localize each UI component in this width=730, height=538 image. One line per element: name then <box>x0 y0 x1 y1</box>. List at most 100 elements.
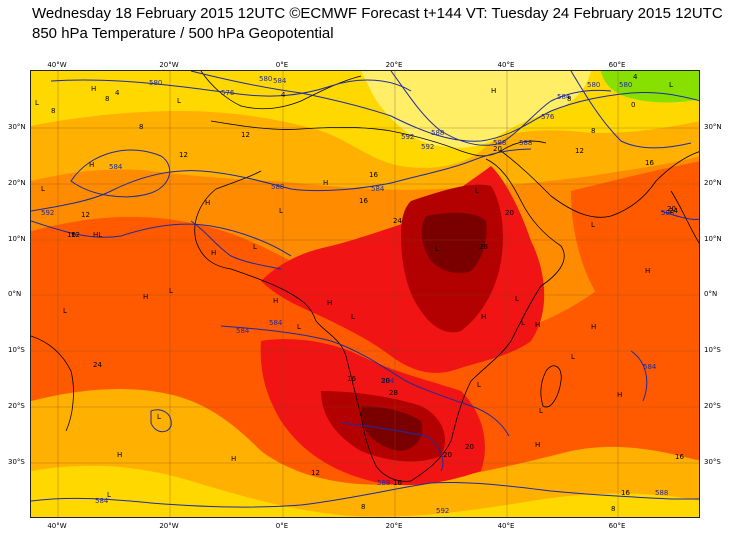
pressure-low-mark: L <box>169 287 173 295</box>
temperature-label: 4 <box>633 73 638 81</box>
geopotential-label: 580 <box>149 79 163 87</box>
map-subtitle: 850 hPa Temperature / 500 hPa Geopotenti… <box>32 25 334 42</box>
geopotential-label: 576 <box>221 89 235 97</box>
geopotential-label: 584 <box>269 319 283 327</box>
pressure-low-mark: L <box>351 313 355 321</box>
pressure-high-mark: H <box>91 85 97 93</box>
lat-label-right: 20°S <box>704 402 721 410</box>
pressure-low-mark: L <box>253 243 257 251</box>
lat-label-left: 20°S <box>8 402 25 410</box>
pressure-low-mark: L <box>35 99 39 107</box>
temperature-label: 16 <box>347 375 356 383</box>
pressure-high-mark: H <box>327 299 333 307</box>
temperature-label: 16 <box>67 231 76 239</box>
temp-field-orange-red-east <box>571 161 699 331</box>
temperature-label: 24 <box>93 361 102 369</box>
pressure-high-mark: H <box>323 179 329 187</box>
coastline-south-america <box>31 335 74 432</box>
temperature-label: 8 <box>105 95 110 103</box>
temperature-label: 28 <box>479 243 488 251</box>
lat-label-left: 10°S <box>8 346 25 354</box>
lat-label-right: 0°N <box>704 290 718 298</box>
temperature-label: 16 <box>369 171 378 179</box>
pressure-high-mark: H <box>205 199 211 207</box>
temperature-label: 24 <box>669 207 678 215</box>
temp-field-green <box>601 71 699 103</box>
temperature-label: 16 <box>393 479 402 487</box>
temperature-label: 28 <box>389 389 398 397</box>
geopotential-label: 592 <box>401 133 415 141</box>
temperature-label: 8 <box>567 95 572 103</box>
geopotential-label: 588 <box>431 129 445 137</box>
pressure-low-mark: L <box>41 185 45 193</box>
lon-label-bottom: 0°E <box>275 522 289 530</box>
geopotential-label: 584 <box>557 93 571 101</box>
graticule <box>31 71 699 517</box>
geopotential-label: 588 <box>519 139 533 147</box>
pressure-low-mark: L <box>63 307 67 315</box>
geopotential-contour <box>31 220 292 257</box>
temp-field-yellow-south <box>31 465 699 517</box>
lon-label-bottom: 40°W <box>47 522 67 530</box>
geopotential-contour <box>31 482 699 508</box>
lon-label-top: 20°W <box>159 61 179 69</box>
pressure-high-mark: H <box>117 451 123 459</box>
geopotential-label: 592 <box>436 507 450 515</box>
temperature-label: 12 <box>71 231 80 239</box>
temperature-label: 24 <box>393 217 402 225</box>
pressure-high-mark: H <box>231 455 237 463</box>
temperature-label: 12 <box>575 147 584 155</box>
pressure-low-mark: L <box>107 491 111 499</box>
lat-label-right: 20°N <box>704 179 722 187</box>
pressure-high-mark: H <box>273 297 279 305</box>
lon-label-top: 20°E <box>385 61 403 69</box>
lon-label-bottom: 40°E <box>497 522 515 530</box>
temperature-label: 8 <box>139 123 144 131</box>
temperature-label: 4 <box>281 91 286 99</box>
temperature-label: 12 <box>81 211 90 219</box>
temperature-label: 16 <box>675 453 684 461</box>
pressure-high-mark: H <box>143 293 149 301</box>
geopotential-label: 576 <box>541 113 555 121</box>
geopotential-label: 584 <box>236 327 250 335</box>
lon-label-top: 40°W <box>47 61 67 69</box>
pressure-high-mark: H <box>645 267 651 275</box>
lat-label-left: 20°N <box>8 179 26 187</box>
temperature-label: 16 <box>645 159 654 167</box>
pressure-low-mark: L <box>571 353 575 361</box>
temperature-label: 8 <box>611 505 616 513</box>
temperature-label: 16 <box>359 197 368 205</box>
temperature-label: 20 <box>505 209 514 217</box>
lat-label-right: 10°N <box>704 235 722 243</box>
geopotential-label: 584 <box>95 497 109 505</box>
geopotential-contour <box>220 325 510 437</box>
geopotential-label: 588 <box>493 139 507 147</box>
pressure-low-mark: L <box>539 407 543 415</box>
geopotential-contour <box>150 409 172 433</box>
coastlines <box>31 71 699 482</box>
temperature-label: 4 <box>115 89 120 97</box>
pressure-high-mark: H <box>535 321 541 329</box>
geopotential-contour <box>660 210 699 220</box>
pressure-low-mark: L <box>279 207 283 215</box>
geopotential-label: 580 <box>619 81 633 89</box>
forecast-map: 580 584 576 588 592 580 584 576 584 592 … <box>30 70 700 518</box>
lon-label-bottom: 20°W <box>159 522 179 530</box>
geopotential-label: 592 <box>421 143 435 151</box>
geopotential-contour <box>570 71 692 149</box>
temperature-label: 20 <box>493 145 502 153</box>
coastline-arabia <box>500 150 699 218</box>
lat-label-left: 30°N <box>8 123 26 131</box>
lat-label-left: 0°N <box>8 290 22 298</box>
pressure-high-mark: H <box>617 391 623 399</box>
pressure-low-mark: L <box>669 81 673 89</box>
temperature-label: 8 <box>51 107 56 115</box>
geopotential-label: 588 <box>271 183 285 191</box>
geopotential-label: 588 <box>661 209 675 217</box>
pressure-low-mark: L <box>591 221 595 229</box>
geopotential-contours <box>31 71 699 508</box>
pressure-low-mark: L <box>435 245 439 253</box>
lat-label-right: 10°S <box>704 346 721 354</box>
pressure-highlow-mark: HL <box>93 231 103 239</box>
pressure-low-mark: L <box>477 381 481 389</box>
